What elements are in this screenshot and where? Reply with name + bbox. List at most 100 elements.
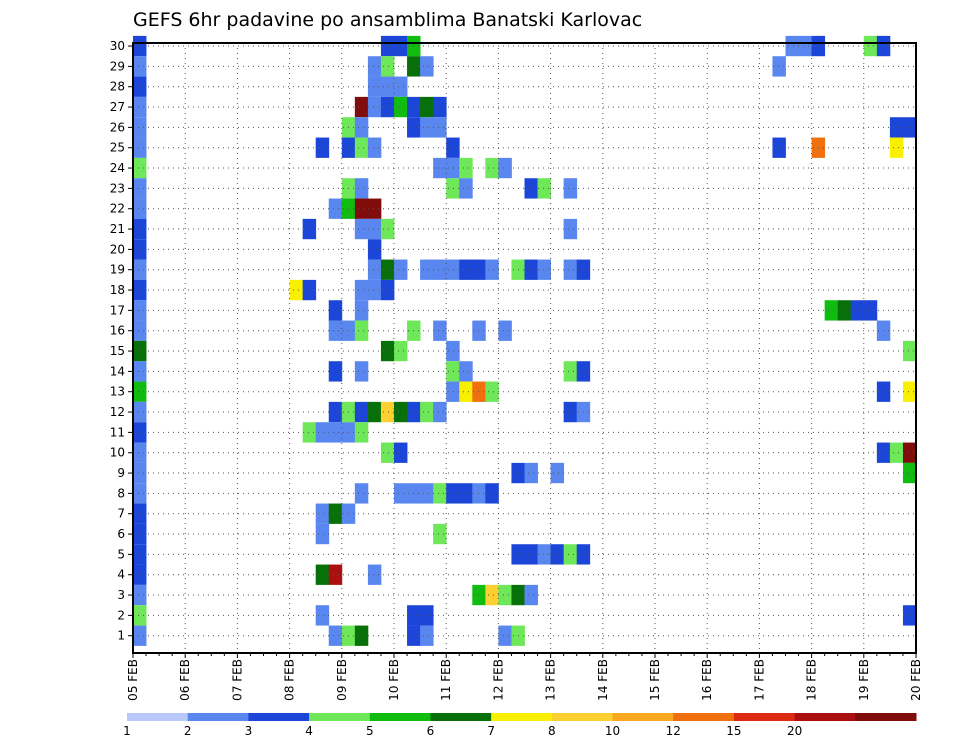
heatmap-cell (498, 320, 512, 341)
x-tick-label: 08 FEB (283, 659, 297, 701)
colorbar-tick-label: 8 (548, 724, 556, 738)
chart-title: GEFS 6hr padavine po ansamblima Banatski… (133, 9, 642, 31)
heatmap-cell (315, 523, 330, 545)
y-tick-label: 16 (110, 324, 125, 338)
heatmap-cell (133, 279, 147, 301)
heatmap-cell (133, 76, 147, 97)
y-tick-label: 23 (110, 181, 125, 195)
heatmap-cell (524, 178, 538, 199)
heatmap-cell (420, 96, 434, 118)
heatmap-cell (446, 361, 460, 382)
heatmap-cell (524, 462, 538, 484)
heatmap-cell (498, 625, 512, 646)
heatmap-cell (354, 401, 369, 423)
heatmap-cell (394, 340, 408, 362)
heatmap-cell (446, 340, 460, 362)
heatmap-cell (315, 137, 330, 158)
heatmap-cell (133, 605, 147, 626)
heatmap-cell (328, 422, 343, 443)
heatmap-cell (380, 96, 395, 118)
heatmap-cell (850, 300, 865, 321)
colorbar-tick-label: 3 (245, 724, 253, 738)
heatmap-cell (328, 361, 343, 382)
heatmap-cell (459, 259, 473, 280)
y-tick-label: 18 (110, 283, 125, 297)
y-tick-label: 30 (110, 39, 125, 53)
heatmap-cell (354, 361, 369, 382)
heatmap-cell (459, 483, 473, 504)
heatmap-cell (133, 157, 147, 179)
heatmap-cell (367, 218, 382, 240)
heatmap-cell (459, 178, 473, 199)
heatmap-cell (472, 259, 486, 280)
heatmap-cell (420, 625, 434, 646)
x-tick-label: 20 FEB (909, 659, 923, 701)
heatmap-cell (133, 56, 147, 77)
grid-lines (133, 43, 916, 653)
heatmap-cell (485, 157, 499, 179)
heatmap-cell (315, 422, 330, 443)
heatmap-cell (433, 117, 447, 138)
heatmap-cell (367, 137, 382, 158)
heatmap-cell (459, 361, 473, 382)
heatmap-cell (354, 320, 369, 341)
colorbar-swatch (673, 713, 735, 721)
x-tick-label: 19 FEB (857, 659, 871, 701)
heatmap-cell (498, 584, 512, 606)
heatmap-cell (367, 76, 382, 97)
heatmap-cell (824, 300, 839, 321)
heatmap-cell (446, 137, 460, 158)
heatmap-cell (380, 442, 395, 463)
heatmap-cell (446, 178, 460, 199)
y-tick-label: 1 (117, 629, 125, 643)
heatmap-cell (563, 178, 578, 199)
heatmap-cell (380, 218, 395, 240)
heatmap-cell (133, 462, 147, 484)
heatmap-cell (485, 259, 499, 280)
heatmap-cell (354, 137, 369, 158)
heatmap-cell (133, 523, 147, 545)
heatmap-cell (433, 523, 447, 545)
heatmap-cell (354, 178, 369, 199)
heatmap-cell (472, 381, 486, 402)
colorbar-tick-label: 6 (427, 724, 435, 738)
heatmap-cell (563, 401, 578, 423)
heatmap-cell (133, 381, 147, 402)
heatmap-cell (380, 56, 395, 77)
y-axis: 1234567891011121314151617181920212223242… (110, 39, 133, 643)
colorbar-swatch (127, 713, 189, 721)
heatmap-cell (133, 422, 147, 443)
heatmap-cell (563, 259, 578, 280)
heatmap-cell (446, 157, 460, 179)
heatmap-cell (798, 35, 812, 57)
heatmap-cell (902, 462, 917, 484)
colorbar-tick-label: 7 (487, 724, 495, 738)
y-tick-label: 21 (110, 222, 125, 236)
heatmap-cell (498, 157, 512, 179)
heatmap-cell (380, 35, 395, 57)
heatmap-cell (133, 584, 147, 606)
heatmap-cell (133, 117, 147, 138)
colorbar-swatch (855, 713, 917, 721)
heatmap-cell (433, 96, 447, 118)
heatmap-cell (902, 381, 917, 402)
heatmap-cell (302, 279, 317, 301)
colorbar-tick-label: 5 (366, 724, 374, 738)
heatmap-cell (902, 605, 917, 626)
heatmap-cell (133, 218, 147, 240)
heatmap-cell (433, 401, 447, 423)
heatmap-cell (354, 96, 369, 118)
colorbar-swatch (551, 713, 614, 721)
heatmap-cell (863, 300, 878, 321)
x-tick-label: 16 FEB (700, 659, 714, 701)
y-tick-label: 19 (110, 263, 125, 277)
heatmap-cell (354, 625, 369, 646)
y-tick-label: 28 (110, 80, 125, 94)
colorbar-tick-label: 10 (605, 724, 620, 738)
heatmap-cell (420, 483, 434, 504)
heatmap-cell (328, 300, 343, 321)
heatmap-cell (889, 117, 904, 138)
colorbar-tick-label: 20 (787, 724, 802, 738)
colorbar-swatch (612, 713, 674, 721)
